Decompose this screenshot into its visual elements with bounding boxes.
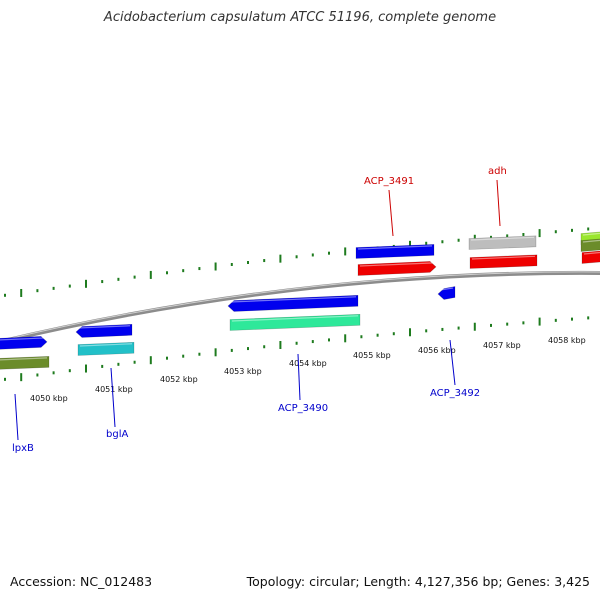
genome-backbone (0, 270, 600, 344)
tick-label: 4058 kbp (548, 336, 586, 345)
feature-adh-cds-highlight (471, 255, 536, 260)
feature-lpxB-cds-highlight (0, 357, 48, 361)
gene-label-acp_3492: ACP_3492 (430, 388, 480, 399)
feature-bglA-cds-highlight (79, 343, 133, 347)
genome-backbone-highlight (0, 271, 600, 342)
feature-next-cds (581, 250, 600, 264)
map-title: Acidobacterium capsulatum ATCC 51196, co… (103, 10, 497, 25)
gene-label-adh: adh (488, 166, 507, 177)
tick-label: 4053 kbp (224, 367, 262, 376)
tick-label: 4052 kbp (160, 375, 198, 384)
gene-label-bgla: bglA (106, 429, 128, 440)
gene-label-layer: lpxB bglA ACP_3490 ACP_3491 adh ACP_3492 (12, 166, 507, 454)
tick-label: 4057 kbp (483, 341, 521, 350)
gene-label-acp_3490: ACP_3490 (278, 403, 328, 414)
feature-ACP_3491-cds-highlight (359, 262, 435, 267)
gene-leader-line (110, 367, 116, 428)
feature-lpxB (0, 336, 48, 350)
gene-label-lpxb: lpxB (12, 443, 34, 454)
gene-leader-line (388, 189, 394, 237)
feature-next-highlight (582, 232, 600, 236)
gene-label-acp_3491: ACP_3491 (364, 176, 414, 187)
feature-lpxB-cds (0, 356, 50, 370)
feature-bglA-highlight (77, 325, 131, 329)
feature-adh-highlight (470, 236, 535, 241)
tick-label: 4050 kbp (30, 394, 68, 403)
feature-next-2 (580, 238, 600, 252)
feature-bglA (75, 323, 133, 338)
tick-label: 4056 kbp (418, 346, 456, 355)
feature-ACP_3491 (355, 244, 435, 259)
feature-next-cds-highlight (583, 251, 600, 255)
tick-label-layer: 4050 kbp 4051 kbp 4052 kbp 4053 kbp 4054 kbp… (30, 336, 586, 403)
feature-next-2-highlight (582, 239, 600, 243)
gene-leader-line (297, 353, 301, 401)
feature-ACP_3492-highlight (439, 287, 454, 291)
feature-ACP_3491-highlight (357, 245, 433, 250)
feature-ACP_3490 (227, 294, 359, 312)
tick-label: 4054 kbp (289, 359, 327, 368)
tick-label: 4055 kbp (353, 351, 391, 360)
gene-leader-line (496, 179, 501, 227)
accession-label: Accession: NC_012483 (10, 574, 153, 589)
topology-label: Topology: circular; Length: 4,127,356 bp… (246, 574, 590, 589)
feature-lpxB-highlight (0, 337, 46, 341)
feature-ACP_3490-highlight (229, 296, 357, 303)
tick-label: 4051 kbp (95, 385, 133, 394)
inner-tick-ring (4, 316, 590, 382)
gene-leader-line (449, 339, 456, 386)
feature-ACP_3490-cds (229, 313, 361, 331)
feature-adh-cds (469, 254, 538, 269)
gene-leader-line (14, 393, 19, 441)
feature-ACP_3490-cds-highlight (231, 315, 359, 322)
feature-ACP_3491-cds (357, 261, 437, 276)
feature-bglA-cds (77, 341, 135, 356)
feature-adh (468, 235, 537, 250)
feature-ACP_3492 (437, 286, 456, 300)
feature-layer (0, 231, 600, 370)
